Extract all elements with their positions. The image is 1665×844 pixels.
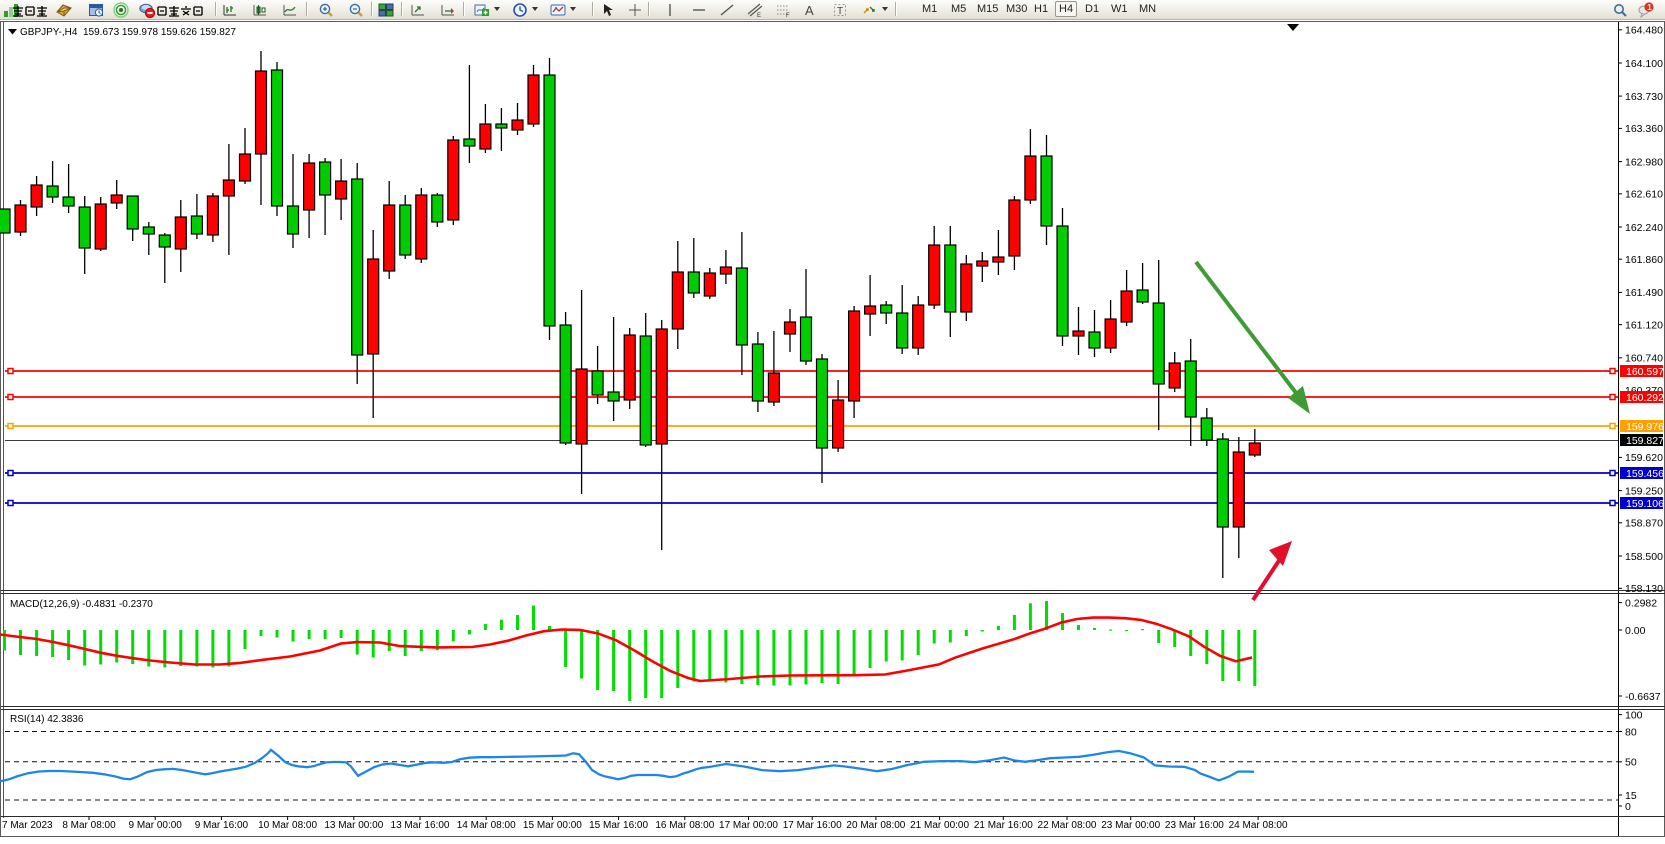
svg-text:17 Mar 16:00: 17 Mar 16:00	[783, 820, 842, 831]
svg-text:158.130: 158.130	[1625, 583, 1663, 595]
svg-text:100: 100	[1625, 709, 1643, 721]
svg-text:160.740: 160.740	[1625, 353, 1663, 365]
svg-text:159.456: 159.456	[1626, 468, 1664, 480]
svg-text:16 Mar 08:00: 16 Mar 08:00	[655, 820, 714, 831]
svg-text:161.490: 161.490	[1625, 287, 1663, 299]
svg-text:10 Mar 08:00: 10 Mar 08:00	[258, 820, 317, 831]
svg-text:159.976: 159.976	[1626, 421, 1664, 433]
svg-text:14 Mar 08:00: 14 Mar 08:00	[457, 820, 516, 831]
svg-text:F: F	[786, 13, 790, 18]
svg-text:21 Mar 16:00: 21 Mar 16:00	[974, 820, 1033, 831]
svg-text:158.870: 158.870	[1625, 518, 1663, 530]
svg-text:24 Mar 08:00: 24 Mar 08:00	[1229, 820, 1288, 831]
svg-text:163.730: 163.730	[1625, 91, 1663, 103]
svg-text:162.980: 162.980	[1625, 156, 1663, 168]
svg-text:163.360: 163.360	[1625, 123, 1663, 135]
svg-text:15 Mar 16:00: 15 Mar 16:00	[589, 820, 648, 831]
svg-text:21 Mar 00:00: 21 Mar 00:00	[910, 820, 969, 831]
svg-text:80: 80	[1625, 726, 1637, 738]
svg-text:0.00: 0.00	[1625, 625, 1646, 637]
svg-text:E: E	[757, 13, 761, 18]
svg-text:160.292: 160.292	[1626, 392, 1664, 404]
svg-text:159.106: 159.106	[1626, 498, 1664, 510]
svg-text:15: 15	[1625, 790, 1637, 802]
svg-text:159.827: 159.827	[1626, 435, 1664, 447]
svg-text:23 Mar 16:00: 23 Mar 16:00	[1165, 820, 1224, 831]
svg-text:8 Mar 08:00: 8 Mar 08:00	[62, 820, 116, 831]
svg-text:23 Mar 00:00: 23 Mar 00:00	[1101, 820, 1160, 831]
svg-text:7 Mar 2023: 7 Mar 2023	[2, 820, 53, 831]
svg-text:160.597: 160.597	[1626, 366, 1664, 378]
svg-text:13 Mar 16:00: 13 Mar 16:00	[391, 820, 450, 831]
svg-text:159.250: 159.250	[1625, 485, 1663, 497]
svg-text:20 Mar 08:00: 20 Mar 08:00	[846, 820, 905, 831]
svg-text:T: T	[837, 6, 843, 17]
svg-text:158.500: 158.500	[1625, 551, 1663, 563]
svg-text:0.2982: 0.2982	[1625, 597, 1657, 609]
svg-text:-0.6637: -0.6637	[1625, 691, 1661, 703]
svg-text:161.860: 161.860	[1625, 254, 1663, 266]
svg-text:13 Mar 00:00: 13 Mar 00:00	[324, 820, 383, 831]
svg-text:164.480: 164.480	[1625, 25, 1663, 37]
svg-text:GBPJPY-,H4 159.673 159.978 15: GBPJPY-,H4 159.673 159.978 159.626 159.8…	[20, 27, 236, 38]
svg-text:22 Mar 08:00: 22 Mar 08:00	[1038, 820, 1097, 831]
svg-text:17 Mar 00:00: 17 Mar 00:00	[719, 820, 778, 831]
svg-text:161.120: 161.120	[1625, 319, 1663, 331]
svg-text:159.620: 159.620	[1625, 452, 1663, 464]
svg-text:162.610: 162.610	[1625, 189, 1663, 201]
svg-text:1: 1	[1647, 3, 1652, 12]
svg-text:MACD(12,26,9) -0.4831 -0.2370: MACD(12,26,9) -0.4831 -0.2370	[10, 599, 153, 610]
svg-text:0: 0	[1625, 801, 1631, 813]
svg-text:9 Mar 16:00: 9 Mar 16:00	[195, 820, 249, 831]
svg-text:15 Mar 00:00: 15 Mar 00:00	[523, 820, 582, 831]
svg-text:RSI(14) 42.3836: RSI(14) 42.3836	[10, 714, 84, 725]
svg-text:162.240: 162.240	[1625, 222, 1663, 234]
svg-text:50: 50	[1625, 757, 1637, 769]
svg-text:164.100: 164.100	[1625, 58, 1663, 70]
svg-text:9 Mar 00:00: 9 Mar 00:00	[129, 820, 183, 831]
